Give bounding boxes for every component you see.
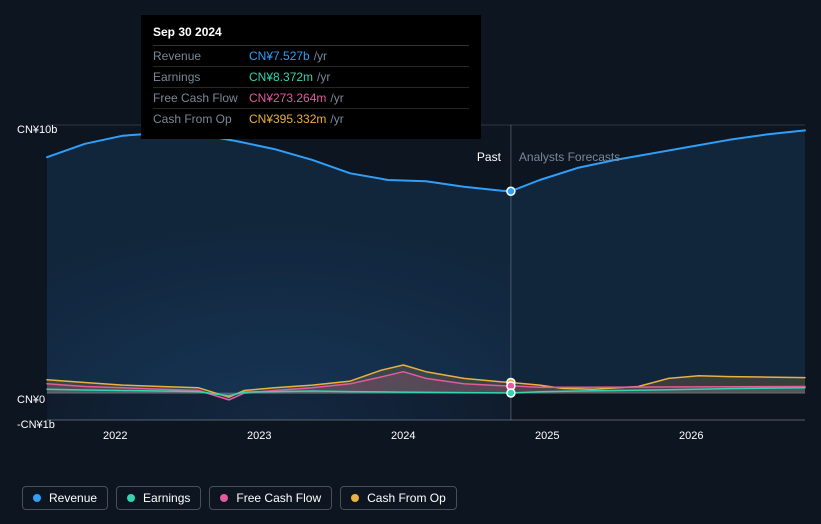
- legend-dot-icon: [33, 494, 41, 502]
- legend-label: Revenue: [49, 491, 97, 505]
- past-label: Past: [477, 150, 501, 164]
- tooltip-metric-suffix: /yr: [317, 70, 330, 84]
- legend-label: Free Cash Flow: [236, 491, 321, 505]
- tooltip-metric-suffix: /yr: [330, 91, 343, 105]
- tooltip-metric-value: CN¥395.332m: [249, 112, 326, 126]
- tooltip-metric-label: Earnings: [153, 70, 249, 84]
- tooltip-metric-value: CN¥8.372m: [249, 70, 313, 84]
- earnings-chart: Past Analysts Forecasts CN¥10b CN¥0 -CN¥1b…: [17, 125, 805, 450]
- tooltip-metric-value: CN¥273.264m: [249, 91, 326, 105]
- tooltip-metric-label: Cash From Op: [153, 112, 249, 126]
- tooltip-metric-value: CN¥7.527b: [249, 49, 310, 63]
- legend-label: Earnings: [143, 491, 190, 505]
- tooltip-row: EarningsCN¥8.372m/yr: [153, 66, 469, 87]
- legend-label: Cash From Op: [367, 491, 446, 505]
- y-axis-label: CN¥0: [17, 394, 67, 406]
- chart-tooltip: Sep 30 2024 RevenueCN¥7.527b/yrEarningsC…: [141, 15, 481, 139]
- y-axis-label: CN¥10b: [17, 124, 67, 136]
- legend-dot-icon: [220, 494, 228, 502]
- tooltip-row: Cash From OpCN¥395.332m/yr: [153, 108, 469, 129]
- tooltip-date: Sep 30 2024: [153, 25, 469, 39]
- tooltip-metric-label: Revenue: [153, 49, 249, 63]
- chart-plot-area[interactable]: Past Analysts Forecasts CN¥10bCN¥0-CN¥1b…: [47, 125, 805, 420]
- tooltip-metric-suffix: /yr: [330, 112, 343, 126]
- x-axis-label: 2025: [535, 430, 559, 442]
- tooltip-metric-label: Free Cash Flow: [153, 91, 249, 105]
- x-axis-label: 2026: [679, 430, 703, 442]
- tooltip-row: RevenueCN¥7.527b/yr: [153, 45, 469, 66]
- legend-item-earnings[interactable]: Earnings: [116, 486, 201, 510]
- legend-item-revenue[interactable]: Revenue: [22, 486, 108, 510]
- tooltip-metric-suffix: /yr: [314, 49, 327, 63]
- chart-legend: Revenue Earnings Free Cash Flow Cash From O…: [22, 486, 457, 510]
- x-axis-label: 2022: [103, 430, 127, 442]
- tooltip-row: Free Cash FlowCN¥273.264m/yr: [153, 87, 469, 108]
- x-axis-label: 2024: [391, 430, 415, 442]
- legend-item-free-cash-flow[interactable]: Free Cash Flow: [209, 486, 332, 510]
- y-axis-label: -CN¥1b: [17, 419, 67, 431]
- chart-svg: [47, 125, 805, 420]
- forecast-label: Analysts Forecasts: [519, 150, 620, 164]
- legend-item-cash-from-op[interactable]: Cash From Op: [340, 486, 457, 510]
- legend-dot-icon: [351, 494, 359, 502]
- legend-dot-icon: [127, 494, 135, 502]
- x-axis-label: 2023: [247, 430, 271, 442]
